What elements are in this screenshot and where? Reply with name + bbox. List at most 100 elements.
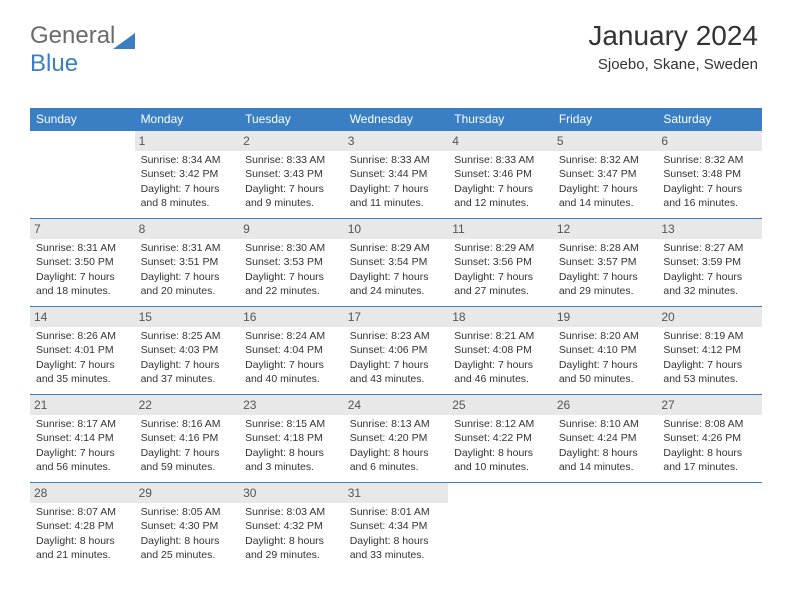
sunrise-line: Sunrise: 8:33 AM <box>350 153 443 167</box>
daylight-line: Daylight: 8 hours and 25 minutes. <box>141 534 234 562</box>
calendar-day-cell: 16Sunrise: 8:24 AMSunset: 4:04 PMDayligh… <box>239 307 344 395</box>
month-title: January 2024 <box>588 20 758 52</box>
sunrise-line: Sunrise: 8:32 AM <box>559 153 652 167</box>
day-info: Sunrise: 8:15 AMSunset: 4:18 PMDaylight:… <box>243 417 340 474</box>
calendar-week-row: 1Sunrise: 8:34 AMSunset: 3:42 PMDaylight… <box>30 131 762 219</box>
day-info: Sunrise: 8:21 AMSunset: 4:08 PMDaylight:… <box>452 329 549 386</box>
day-info: Sunrise: 8:27 AMSunset: 3:59 PMDaylight:… <box>661 241 758 298</box>
day-info: Sunrise: 8:01 AMSunset: 4:34 PMDaylight:… <box>348 505 445 562</box>
sunset-line: Sunset: 3:59 PM <box>663 255 756 269</box>
day-info: Sunrise: 8:33 AMSunset: 3:46 PMDaylight:… <box>452 153 549 210</box>
day-info: Sunrise: 8:29 AMSunset: 3:54 PMDaylight:… <box>348 241 445 298</box>
sunrise-line: Sunrise: 8:23 AM <box>350 329 443 343</box>
weekday-header-row: SundayMondayTuesdayWednesdayThursdayFrid… <box>30 108 762 131</box>
calendar-day-cell: 25Sunrise: 8:12 AMSunset: 4:22 PMDayligh… <box>448 395 553 483</box>
sunrise-line: Sunrise: 8:19 AM <box>663 329 756 343</box>
calendar-day-cell: 1Sunrise: 8:34 AMSunset: 3:42 PMDaylight… <box>135 131 240 219</box>
sunrise-line: Sunrise: 8:33 AM <box>245 153 338 167</box>
weekday-header: Monday <box>135 108 240 131</box>
sunrise-line: Sunrise: 8:03 AM <box>245 505 338 519</box>
daylight-line: Daylight: 7 hours and 50 minutes. <box>559 358 652 386</box>
logo: General Blue <box>30 22 135 78</box>
day-info: Sunrise: 8:28 AMSunset: 3:57 PMDaylight:… <box>557 241 654 298</box>
day-number: 29 <box>135 483 240 503</box>
sunrise-line: Sunrise: 8:13 AM <box>350 417 443 431</box>
calendar-week-row: 21Sunrise: 8:17 AMSunset: 4:14 PMDayligh… <box>30 395 762 483</box>
sunset-line: Sunset: 4:06 PM <box>350 343 443 357</box>
sunset-line: Sunset: 4:01 PM <box>36 343 129 357</box>
day-number: 26 <box>553 395 658 415</box>
day-number: 23 <box>239 395 344 415</box>
sunset-line: Sunset: 3:44 PM <box>350 167 443 181</box>
day-info: Sunrise: 8:03 AMSunset: 4:32 PMDaylight:… <box>243 505 340 562</box>
sunrise-line: Sunrise: 8:16 AM <box>141 417 234 431</box>
daylight-line: Daylight: 8 hours and 33 minutes. <box>350 534 443 562</box>
day-info: Sunrise: 8:07 AMSunset: 4:28 PMDaylight:… <box>34 505 131 562</box>
day-number: 27 <box>657 395 762 415</box>
sunrise-line: Sunrise: 8:10 AM <box>559 417 652 431</box>
day-number: 8 <box>135 219 240 239</box>
calendar-day-cell: 5Sunrise: 8:32 AMSunset: 3:47 PMDaylight… <box>553 131 658 219</box>
sunset-line: Sunset: 3:46 PM <box>454 167 547 181</box>
day-info: Sunrise: 8:30 AMSunset: 3:53 PMDaylight:… <box>243 241 340 298</box>
sunset-line: Sunset: 4:04 PM <box>245 343 338 357</box>
calendar-empty-cell <box>553 483 658 571</box>
calendar-day-cell: 19Sunrise: 8:20 AMSunset: 4:10 PMDayligh… <box>553 307 658 395</box>
day-info: Sunrise: 8:12 AMSunset: 4:22 PMDaylight:… <box>452 417 549 474</box>
calendar-day-cell: 9Sunrise: 8:30 AMSunset: 3:53 PMDaylight… <box>239 219 344 307</box>
daylight-line: Daylight: 7 hours and 18 minutes. <box>36 270 129 298</box>
day-info: Sunrise: 8:08 AMSunset: 4:26 PMDaylight:… <box>661 417 758 474</box>
sunset-line: Sunset: 3:42 PM <box>141 167 234 181</box>
sunrise-line: Sunrise: 8:28 AM <box>559 241 652 255</box>
sunset-line: Sunset: 4:32 PM <box>245 519 338 533</box>
calendar-day-cell: 27Sunrise: 8:08 AMSunset: 4:26 PMDayligh… <box>657 395 762 483</box>
daylight-line: Daylight: 7 hours and 14 minutes. <box>559 182 652 210</box>
calendar-day-cell: 14Sunrise: 8:26 AMSunset: 4:01 PMDayligh… <box>30 307 135 395</box>
daylight-line: Daylight: 8 hours and 17 minutes. <box>663 446 756 474</box>
day-number: 5 <box>553 131 658 151</box>
calendar-day-cell: 4Sunrise: 8:33 AMSunset: 3:46 PMDaylight… <box>448 131 553 219</box>
daylight-line: Daylight: 7 hours and 59 minutes. <box>141 446 234 474</box>
sunset-line: Sunset: 4:20 PM <box>350 431 443 445</box>
daylight-line: Daylight: 7 hours and 35 minutes. <box>36 358 129 386</box>
sunrise-line: Sunrise: 8:21 AM <box>454 329 547 343</box>
sunrise-line: Sunrise: 8:29 AM <box>454 241 547 255</box>
calendar-day-cell: 15Sunrise: 8:25 AMSunset: 4:03 PMDayligh… <box>135 307 240 395</box>
logo-text-blue: Blue <box>30 50 78 77</box>
day-number: 11 <box>448 219 553 239</box>
sunrise-line: Sunrise: 8:31 AM <box>141 241 234 255</box>
calendar-day-cell: 11Sunrise: 8:29 AMSunset: 3:56 PMDayligh… <box>448 219 553 307</box>
location-text: Sjoebo, Skane, Sweden <box>588 56 758 73</box>
calendar-table: SundayMondayTuesdayWednesdayThursdayFrid… <box>30 108 762 571</box>
day-number: 2 <box>239 131 344 151</box>
daylight-line: Daylight: 7 hours and 11 minutes. <box>350 182 443 210</box>
daylight-line: Daylight: 7 hours and 32 minutes. <box>663 270 756 298</box>
sunset-line: Sunset: 4:03 PM <box>141 343 234 357</box>
day-number: 31 <box>344 483 449 503</box>
calendar-day-cell: 10Sunrise: 8:29 AMSunset: 3:54 PMDayligh… <box>344 219 449 307</box>
sunset-line: Sunset: 3:50 PM <box>36 255 129 269</box>
daylight-line: Daylight: 8 hours and 21 minutes. <box>36 534 129 562</box>
calendar-day-cell: 28Sunrise: 8:07 AMSunset: 4:28 PMDayligh… <box>30 483 135 571</box>
day-info: Sunrise: 8:20 AMSunset: 4:10 PMDaylight:… <box>557 329 654 386</box>
sunrise-line: Sunrise: 8:24 AM <box>245 329 338 343</box>
day-info: Sunrise: 8:25 AMSunset: 4:03 PMDaylight:… <box>139 329 236 386</box>
sunrise-line: Sunrise: 8:01 AM <box>350 505 443 519</box>
daylight-line: Daylight: 7 hours and 12 minutes. <box>454 182 547 210</box>
sunset-line: Sunset: 4:34 PM <box>350 519 443 533</box>
calendar-week-row: 14Sunrise: 8:26 AMSunset: 4:01 PMDayligh… <box>30 307 762 395</box>
sunset-line: Sunset: 4:24 PM <box>559 431 652 445</box>
daylight-line: Daylight: 8 hours and 6 minutes. <box>350 446 443 474</box>
calendar-day-cell: 7Sunrise: 8:31 AMSunset: 3:50 PMDaylight… <box>30 219 135 307</box>
daylight-line: Daylight: 7 hours and 37 minutes. <box>141 358 234 386</box>
sunset-line: Sunset: 4:10 PM <box>559 343 652 357</box>
day-number: 4 <box>448 131 553 151</box>
sunset-line: Sunset: 4:16 PM <box>141 431 234 445</box>
sunset-line: Sunset: 4:26 PM <box>663 431 756 445</box>
day-info: Sunrise: 8:31 AMSunset: 3:51 PMDaylight:… <box>139 241 236 298</box>
day-number: 24 <box>344 395 449 415</box>
day-info: Sunrise: 8:32 AMSunset: 3:47 PMDaylight:… <box>557 153 654 210</box>
sunset-line: Sunset: 3:56 PM <box>454 255 547 269</box>
day-number: 13 <box>657 219 762 239</box>
day-info: Sunrise: 8:31 AMSunset: 3:50 PMDaylight:… <box>34 241 131 298</box>
